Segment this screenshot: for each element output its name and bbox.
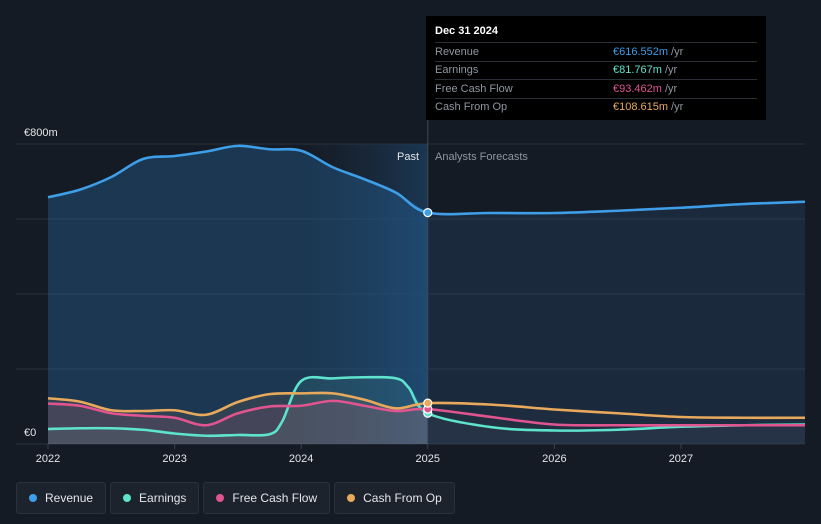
earnings-line: [47, 375, 806, 438]
legend-item-free-cash-flow[interactable]: Free Cash Flow: [203, 482, 331, 514]
tooltip-row-revenue: Revenue €616.552m/yr: [435, 42, 757, 61]
forecast-label: Analysts Forecasts: [435, 151, 528, 163]
series-areas: [48, 144, 805, 444]
tooltip-row-value: €108.615m: [613, 101, 669, 114]
tooltip-row-free-cash-flow: Free Cash Flow €93.462m/yr: [435, 79, 757, 98]
revenue-area: [48, 145, 428, 444]
earnings-forecast-area: [427, 413, 805, 444]
tooltip-row-label: Free Cash Flow: [435, 82, 513, 95]
highlight-markers: [423, 208, 433, 418]
revenue-line: [47, 144, 806, 216]
x-tick-label-2022: 2022: [36, 453, 60, 465]
tooltip-row-label: Earnings: [435, 64, 479, 77]
legend-dot-icon: [216, 494, 225, 502]
legend-dot-icon: [29, 494, 37, 502]
tooltip-date: Dec 31 2024: [435, 25, 498, 37]
free-cash-flow-area: [48, 400, 428, 444]
y-tick-label-top: €800m: [24, 127, 58, 139]
tooltip-row-unit: /yr: [664, 82, 678, 95]
legend-dot-icon: [123, 494, 132, 502]
legend-label: Revenue: [45, 491, 94, 505]
legend-label: Earnings: [139, 491, 187, 505]
legend-item-cash-from-op[interactable]: Cash From Op: [334, 482, 455, 514]
tooltip-row-value: €93.462m: [613, 82, 662, 95]
x-tick-label-2027: 2027: [669, 453, 693, 465]
hover-tooltip: Dec 31 2024 Revenue €616.552m/yr Earnings €…: [426, 16, 766, 120]
tooltip-row-label: Revenue: [435, 45, 480, 58]
x-tick-label-2023: 2023: [162, 453, 186, 465]
tooltip-row-label: Cash From Op: [435, 101, 508, 114]
x-tick-label-2024: 2024: [289, 453, 313, 465]
cash-from-op-area: [48, 392, 428, 444]
y-tick-label-bottom: €0: [24, 427, 36, 439]
free-cash-flow-forecast-area: [427, 409, 805, 444]
tooltip-row-cash-from-op: Cash From Op €108.615m/yr: [435, 97, 757, 117]
cash-from-op-line: [47, 391, 806, 420]
legend-label: Cash From Op: [363, 491, 442, 505]
free-cash-flow-line: [47, 399, 805, 427]
tooltip-row-earnings: Earnings €81.767m/yr: [435, 60, 757, 80]
cash-from-op-forecast-area: [427, 403, 805, 444]
chart-legend: Revenue Earnings Free Cash Flow Cash From O…: [16, 482, 455, 514]
x-axis-ticks: 2022 2023 2024 2025 2026 2027: [36, 444, 693, 465]
legend-dot-icon: [347, 494, 356, 502]
tooltip-row-unit: /yr: [671, 45, 684, 58]
tooltip-row-value: €616.552m: [613, 45, 669, 58]
legend-item-revenue[interactable]: Revenue: [16, 482, 107, 514]
legend-item-earnings[interactable]: Earnings: [110, 482, 200, 514]
tooltip-row-value: €81.767m: [613, 64, 662, 77]
legend-label: Free Cash Flow: [232, 491, 318, 505]
tooltip-rows: Revenue €616.552m/yr Earnings €81.767m/yr Fr…: [435, 42, 757, 116]
past-label: Past: [397, 151, 419, 163]
cash-from-op-marker: [423, 398, 433, 408]
revenue-marker: [423, 208, 433, 218]
tooltip-row-unit: /yr: [671, 101, 684, 114]
revenue-forecast-area: [427, 201, 805, 444]
x-tick-label-2025: 2025: [416, 453, 440, 465]
tooltip-row-unit: /yr: [664, 64, 678, 77]
x-tick-label-2026: 2026: [542, 453, 566, 465]
